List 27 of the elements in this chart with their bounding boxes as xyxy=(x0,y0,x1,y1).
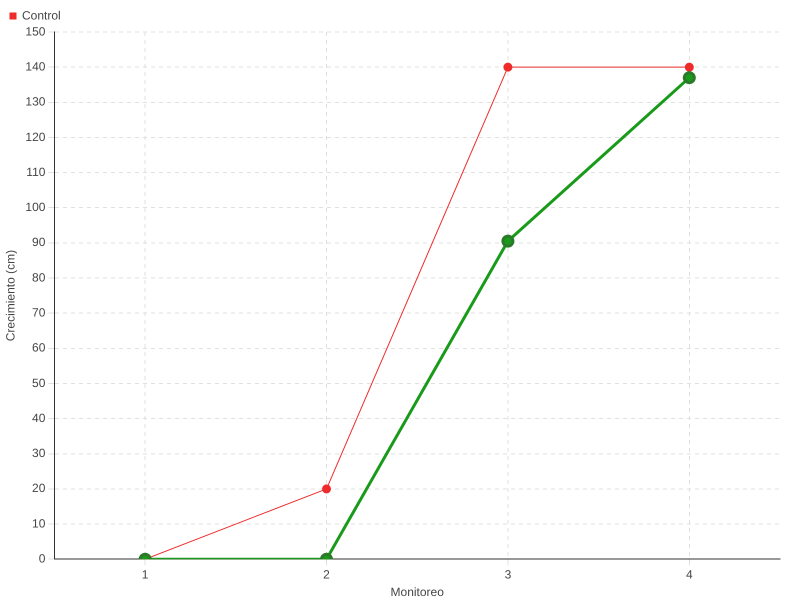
point xyxy=(501,234,514,248)
y-tick-label: 80 xyxy=(32,270,46,284)
y-tick-label: 150 xyxy=(25,24,46,38)
y-tick-label: 70 xyxy=(32,305,46,320)
y-tick-label: 60 xyxy=(32,340,46,355)
y-tick-label: 20 xyxy=(32,481,46,496)
y-tick-label: 30 xyxy=(32,446,46,460)
y-tick-label: 110 xyxy=(26,164,46,179)
y-tick-label: 140 xyxy=(25,59,46,74)
y-tick-label: 50 xyxy=(32,376,46,390)
legend-label: Control xyxy=(22,8,61,22)
y-tick-label: 120 xyxy=(25,130,46,144)
x-tick-label: 1 xyxy=(142,568,149,582)
y-tick-label: 40 xyxy=(32,410,46,425)
y-tick-label: 100 xyxy=(25,200,46,214)
y-axis-title: Crecimiento (cm) xyxy=(4,250,18,342)
point xyxy=(682,71,696,84)
point xyxy=(503,62,512,72)
x-axis-title: Monitoreo xyxy=(390,585,444,600)
y-tick-label: 10 xyxy=(32,516,46,530)
x-tick-label: 2 xyxy=(323,568,330,582)
point xyxy=(684,62,694,72)
y-tick-label: 90 xyxy=(32,235,46,250)
y-tick-label: 130 xyxy=(25,94,46,109)
x-tick-label: 4 xyxy=(686,568,693,582)
x-tick-label: 3 xyxy=(504,568,512,582)
y-tick-label: 0 xyxy=(38,552,46,566)
